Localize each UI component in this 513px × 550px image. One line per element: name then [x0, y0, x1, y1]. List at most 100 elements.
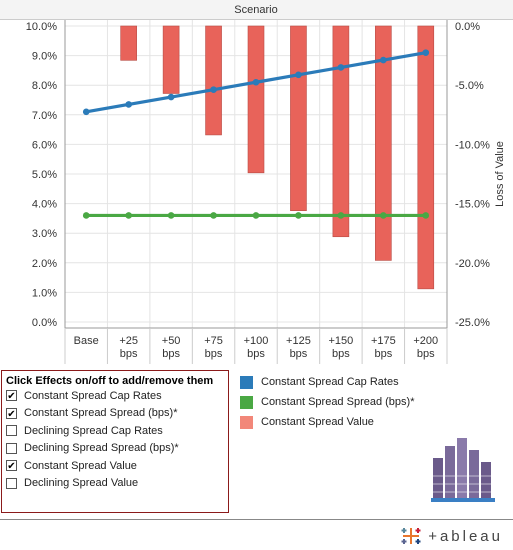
- left-tick-label: 6.0%: [32, 139, 57, 151]
- filter-item[interactable]: ✔ Constant Spread Spread (bps)*: [2, 405, 228, 423]
- filter-checkbox[interactable]: [6, 442, 17, 454]
- legend-label: Constant Spread Value: [261, 416, 374, 428]
- filter-checkbox[interactable]: ✔: [6, 460, 17, 473]
- category-label: bps: [332, 348, 350, 360]
- right-tick-label: 0.0%: [455, 21, 480, 33]
- series-point: [125, 101, 132, 108]
- chart-legend: Constant Spread Cap Rates Constant Spread…: [240, 372, 500, 432]
- legend-swatch: [240, 395, 253, 409]
- series-point: [210, 212, 217, 219]
- left-tick-label: 1.0%: [32, 287, 57, 299]
- category-label: bps: [290, 348, 308, 360]
- filter-item[interactable]: Declining Spread Spread (bps)*: [2, 440, 228, 458]
- series-point: [82, 212, 90, 219]
- filter-panel-title: Click Effects on/off to add/remove them: [6, 375, 214, 387]
- category-label: +200: [413, 335, 438, 347]
- effects-filter-panel: Click Effects on/off to add/remove them …: [1, 370, 229, 513]
- series-point: [337, 212, 345, 219]
- value-bar: [205, 25, 222, 136]
- category-label: bps: [162, 348, 180, 360]
- value-bar: [332, 25, 350, 238]
- filter-item-label: Declining Spread Cap Rates: [24, 424, 163, 437]
- chart-title: Scenario: [234, 4, 277, 16]
- category-label: +50: [162, 335, 181, 347]
- building-icon: [431, 438, 495, 502]
- filter-item[interactable]: Declining Spread Value: [2, 475, 228, 493]
- series-point: [295, 212, 302, 219]
- filter-item[interactable]: ✔ Constant Spread Value: [2, 457, 228, 475]
- filter-item-label: Declining Spread Value: [24, 477, 139, 490]
- series-point: [422, 212, 430, 219]
- category-label: +25: [119, 335, 138, 347]
- legend-label: Constant Spread Spread (bps)*: [261, 396, 415, 408]
- right-tick-label: -20.0%: [455, 258, 490, 270]
- left-tick-label: 3.0%: [32, 228, 57, 240]
- right-tick-label: -25.0%: [455, 317, 490, 329]
- filter-list: ✔ Constant Spread Cap Rates ✔ Constant Spre…: [2, 387, 228, 492]
- filter-checkbox[interactable]: [6, 425, 17, 437]
- footer-divider: [0, 519, 513, 520]
- legend-item[interactable]: Constant Spread Spread (bps)*: [240, 392, 500, 412]
- series-point: [252, 78, 260, 86]
- legend-item[interactable]: Constant Spread Value: [240, 412, 500, 432]
- right-tick-label: -10.0%: [455, 139, 490, 151]
- right-axis-label: Loss of Value: [494, 141, 506, 207]
- legend-item[interactable]: Constant Spread Cap Rates: [240, 372, 500, 392]
- category-label: bps: [417, 348, 435, 360]
- legend-swatch: [240, 375, 253, 389]
- legend-swatch: [240, 415, 253, 429]
- category-label: bps: [205, 348, 223, 360]
- right-tick-label: -15.0%: [455, 199, 490, 211]
- series-point: [252, 212, 260, 219]
- filter-item-label: Constant Spread Cap Rates: [24, 389, 162, 402]
- filter-checkbox[interactable]: ✔: [6, 407, 17, 420]
- left-tick-label: 7.0%: [32, 110, 57, 122]
- category-label: +100: [244, 335, 269, 347]
- left-tick-label: 10.0%: [26, 21, 57, 33]
- legend-label: Constant Spread Cap Rates: [261, 376, 399, 388]
- category-label: +75: [204, 335, 223, 347]
- series-point: [125, 212, 132, 219]
- category-label: Base: [74, 335, 99, 347]
- left-tick-label: 0.0%: [32, 317, 57, 329]
- series-point: [82, 108, 90, 116]
- value-bar: [290, 25, 307, 212]
- series-point: [380, 56, 387, 64]
- series-point: [422, 49, 430, 56]
- category-label: +125: [286, 335, 311, 347]
- left-tick-label: 5.0%: [32, 169, 57, 181]
- value-bar: [417, 25, 435, 290]
- value-bar: [375, 25, 392, 261]
- value-bar: [247, 25, 265, 174]
- series-point: [167, 93, 175, 101]
- filter-item-label: Constant Spread Value: [24, 459, 137, 472]
- series-point: [337, 64, 345, 71]
- filter-item-label: Declining Spread Spread (bps)*: [24, 442, 179, 455]
- chart-area: Scenario 10.0% 9.0% 8.0% 7.0% 6.0% 5.0% 4.0% 3.0…: [0, 0, 513, 364]
- filter-item[interactable]: Declining Spread Cap Rates: [2, 422, 228, 440]
- category-label: bps: [374, 348, 392, 360]
- value-bar: [120, 25, 137, 61]
- category-label: +150: [328, 335, 353, 347]
- left-tick-label: 8.0%: [32, 80, 57, 92]
- category-label: bps: [247, 348, 265, 360]
- tableau-wordmark: +ableau: [428, 527, 503, 545]
- series-point: [167, 212, 175, 219]
- series-point: [380, 212, 387, 219]
- chart-header: [0, 0, 513, 19]
- right-tick-label: -5.0%: [455, 80, 484, 92]
- tableau-logo-icon: [401, 528, 421, 544]
- filter-checkbox[interactable]: ✔: [6, 390, 17, 403]
- series-point: [210, 86, 217, 93]
- left-tick-label: 9.0%: [32, 51, 57, 63]
- category-label: +175: [371, 335, 396, 347]
- filter-item[interactable]: ✔ Constant Spread Cap Rates: [2, 387, 228, 405]
- left-tick-label: 2.0%: [32, 258, 57, 270]
- tableau-logo[interactable]: +ableau: [400, 525, 503, 547]
- left-tick-label: 4.0%: [32, 199, 57, 211]
- series-point: [295, 71, 302, 79]
- value-bar: [162, 25, 180, 94]
- filter-item-label: Constant Spread Spread (bps)*: [24, 407, 178, 420]
- filter-checkbox[interactable]: [6, 477, 17, 489]
- category-label: bps: [120, 348, 138, 360]
